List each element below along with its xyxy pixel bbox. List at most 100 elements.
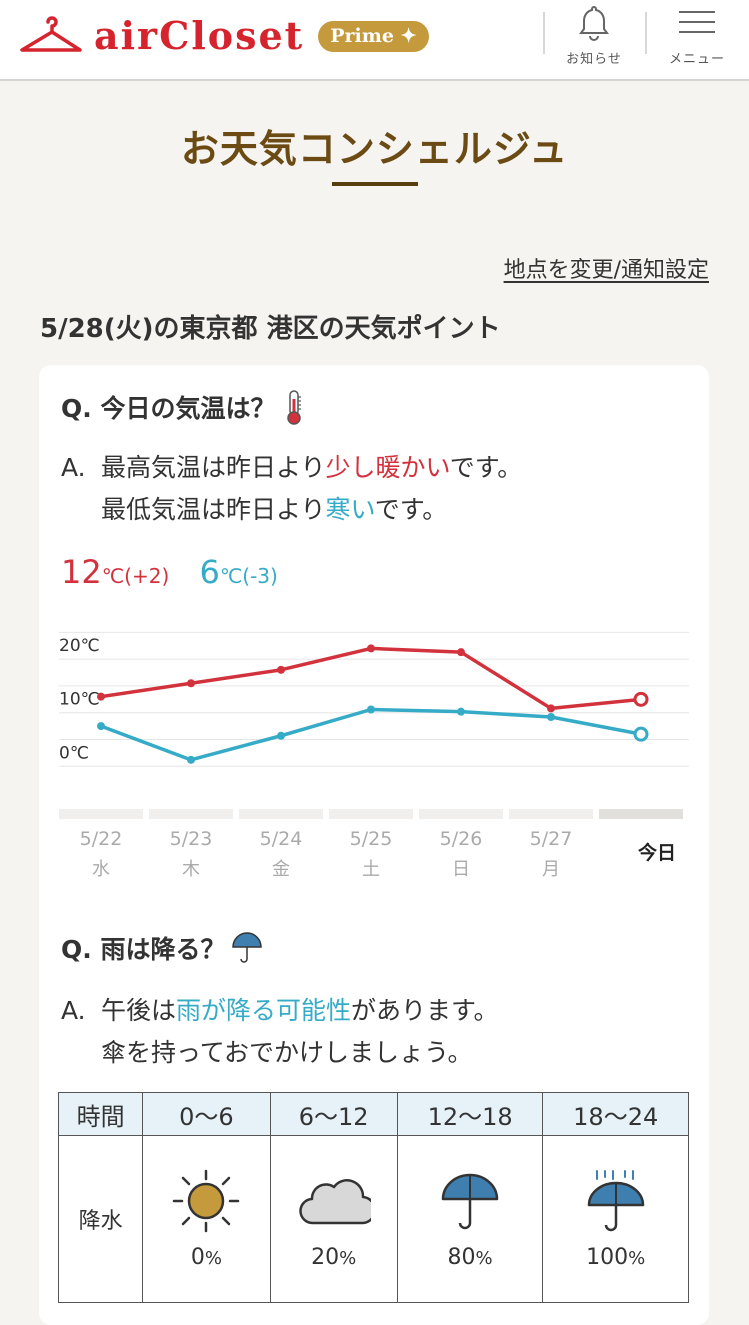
data-point (97, 692, 105, 701)
answer-label: A. (61, 996, 86, 1025)
day-bar (149, 809, 233, 819)
bell-icon (579, 5, 609, 41)
answer-highlight-cold: 寒い (325, 495, 375, 524)
data-point (633, 691, 649, 707)
precip-value: 80 (447, 1244, 476, 1270)
sun-icon (173, 1169, 240, 1232)
data-point (97, 722, 105, 731)
data-point (277, 665, 285, 674)
row-label: 降水 (57, 1135, 144, 1303)
data-point (457, 707, 465, 716)
x-tick-day: 日 (452, 859, 470, 880)
slot-cell: 20% (269, 1135, 398, 1303)
data-point (367, 705, 375, 714)
weather-card: Q. 今日の気温は？ A. 最高気温は昨日より少し暖かいです。 最低気温は昨日より… (39, 365, 709, 1325)
time-header: 時間 (57, 1092, 144, 1136)
rain-answer: A. 午後は雨が降る可能性があります。 傘を持っておでかけしましょう。 (61, 990, 499, 1074)
app-header: airCloset Prime ✦ お知らせ メニュー (0, 0, 749, 81)
x-tick-label: 5/24 (260, 828, 303, 850)
table-row: 降水 0% (57, 1135, 689, 1303)
answer-text: があります。 (351, 996, 499, 1025)
header-divider (543, 12, 545, 54)
high-temperature: 12℃(+2) (61, 553, 169, 591)
umbrella-icon (232, 932, 263, 963)
notice-button[interactable]: お知らせ (559, 4, 629, 67)
temperature-summary: 12℃(+2) 6℃(-3) (61, 553, 278, 591)
rain-question: Q. 雨は降る？ (61, 930, 263, 966)
slot-cell: 100% (542, 1135, 689, 1303)
series-line (100, 707, 642, 762)
day-bar (59, 809, 143, 819)
data-point (277, 731, 285, 740)
umbrella-icon (441, 1173, 499, 1229)
x-tick-label: 5/22 (80, 828, 123, 850)
x-tick-day: 月 (542, 859, 560, 880)
answer-text: です。 (449, 453, 523, 482)
day-bar (239, 809, 323, 819)
answer-text: 最低気温は昨日より (101, 495, 326, 524)
x-tick-label: 5/27 (530, 828, 573, 850)
slot-cell: 80% (396, 1135, 544, 1303)
x-tick-label: 5/23 (170, 828, 213, 850)
time-slot: 0〜6 (142, 1092, 271, 1136)
answer-label: A. (61, 453, 86, 482)
brand-logo[interactable]: airCloset Prime ✦ (18, 14, 429, 58)
data-point (457, 648, 465, 657)
time-slot: 12〜18 (396, 1092, 544, 1136)
answer-highlight-rain: 雨が降る可能性 (176, 996, 352, 1025)
precip-percent: 0% (191, 1245, 222, 1270)
menu-label: メニュー (668, 52, 725, 67)
precip-value: 20 (311, 1244, 340, 1270)
day-bar (329, 809, 413, 819)
x-tick-label: 5/25 (350, 828, 393, 850)
low-temperature: 6℃(-3) (199, 553, 277, 591)
data-point (187, 679, 195, 688)
cloud-icon (298, 1178, 371, 1224)
time-slot: 18〜24 (542, 1092, 689, 1136)
answer-text: 午後は (101, 996, 177, 1025)
weather-point-title: 5/28(火)の東京都 港区の天気ポイント (40, 314, 501, 344)
y-tick-label: 10℃ (59, 690, 100, 710)
precip-percent: 20% (311, 1245, 356, 1270)
high-temperature-value: 12 (61, 553, 102, 591)
page-title: お天気コンシェルジュ (180, 127, 569, 171)
day-bar (419, 809, 503, 819)
high-temperature-diff: ℃(+2) (101, 564, 170, 588)
slot-cell: 0% (142, 1135, 271, 1303)
precip-value: 100 (586, 1244, 629, 1270)
hanger-icon (20, 16, 82, 52)
day-bar (599, 809, 683, 819)
temperature-answer: A. 最高気温は昨日より少し暖かいです。 最低気温は昨日より寒いです。 (61, 447, 522, 531)
y-tick-label: 0℃ (59, 743, 89, 763)
temperature-chart: 20℃ 10℃ 0℃ 5/22 水 5/23 木 5/24 金 5/25 土 5/26 日 5/27 月 今日 (59, 631, 689, 880)
low-temperature-diff: ℃(-3) (219, 564, 278, 588)
title-underline (332, 182, 418, 186)
x-tick-day: 木 (182, 859, 200, 880)
hamburger-icon (679, 11, 715, 33)
series-line (100, 646, 642, 711)
data-point (187, 755, 195, 764)
answer-text: です。 (374, 495, 448, 524)
table-header-row: 時間 0〜6 6〜12 12〜18 18〜24 (57, 1092, 689, 1136)
data-point (547, 713, 555, 721)
umbrella-rain-icon (587, 1169, 644, 1231)
precip-unit: % (628, 1247, 646, 1269)
temperature-question: Q. 今日の気温は？ (61, 389, 305, 425)
precip-unit: % (475, 1247, 493, 1269)
answer-text: 傘を持っておでかけしましょう。 (101, 1038, 473, 1067)
brand-name: airCloset (94, 13, 305, 58)
header-divider (645, 12, 647, 54)
precip-unit: % (204, 1247, 222, 1269)
change-location-link[interactable]: 地点を変更/通知設定 (503, 258, 709, 283)
prime-badge: Prime ✦ (318, 20, 429, 52)
menu-button[interactable]: メニュー (663, 4, 731, 67)
answer-text: 最高気温は昨日より (101, 453, 326, 482)
y-tick-label: 20℃ (59, 636, 100, 656)
x-tick-day: 水 (92, 859, 110, 880)
x-tick-label: 今日 (637, 841, 676, 864)
precip-unit: % (339, 1247, 357, 1269)
low-temperature-value: 6 (199, 553, 220, 591)
precip-percent: 80% (448, 1245, 493, 1270)
thermometer-icon (287, 390, 302, 425)
temperature-question-text: Q. 今日の気温は？ (61, 394, 276, 423)
